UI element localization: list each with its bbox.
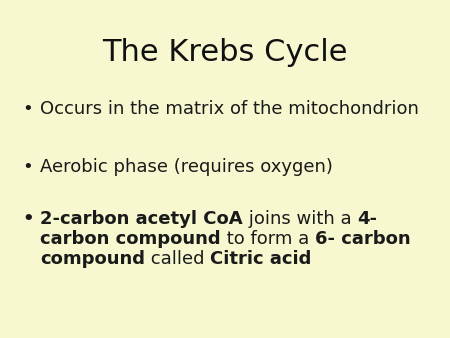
Text: •: •: [22, 158, 33, 176]
Text: The Krebs Cycle: The Krebs Cycle: [102, 38, 348, 67]
Text: compound: compound: [40, 250, 145, 268]
Text: •: •: [22, 100, 33, 118]
Text: Occurs in the matrix of the mitochondrion: Occurs in the matrix of the mitochondrio…: [40, 100, 419, 118]
Text: 6- carbon: 6- carbon: [315, 230, 410, 248]
Text: called: called: [145, 250, 210, 268]
Text: Aerobic phase (requires oxygen): Aerobic phase (requires oxygen): [40, 158, 333, 176]
Text: 2-carbon acetyl CoA: 2-carbon acetyl CoA: [40, 210, 243, 228]
Text: to form a: to form a: [220, 230, 315, 248]
Text: carbon compound: carbon compound: [40, 230, 220, 248]
Text: Citric acid: Citric acid: [210, 250, 311, 268]
Text: joins with a: joins with a: [243, 210, 357, 228]
Text: •: •: [22, 210, 34, 228]
Text: 4-: 4-: [357, 210, 377, 228]
